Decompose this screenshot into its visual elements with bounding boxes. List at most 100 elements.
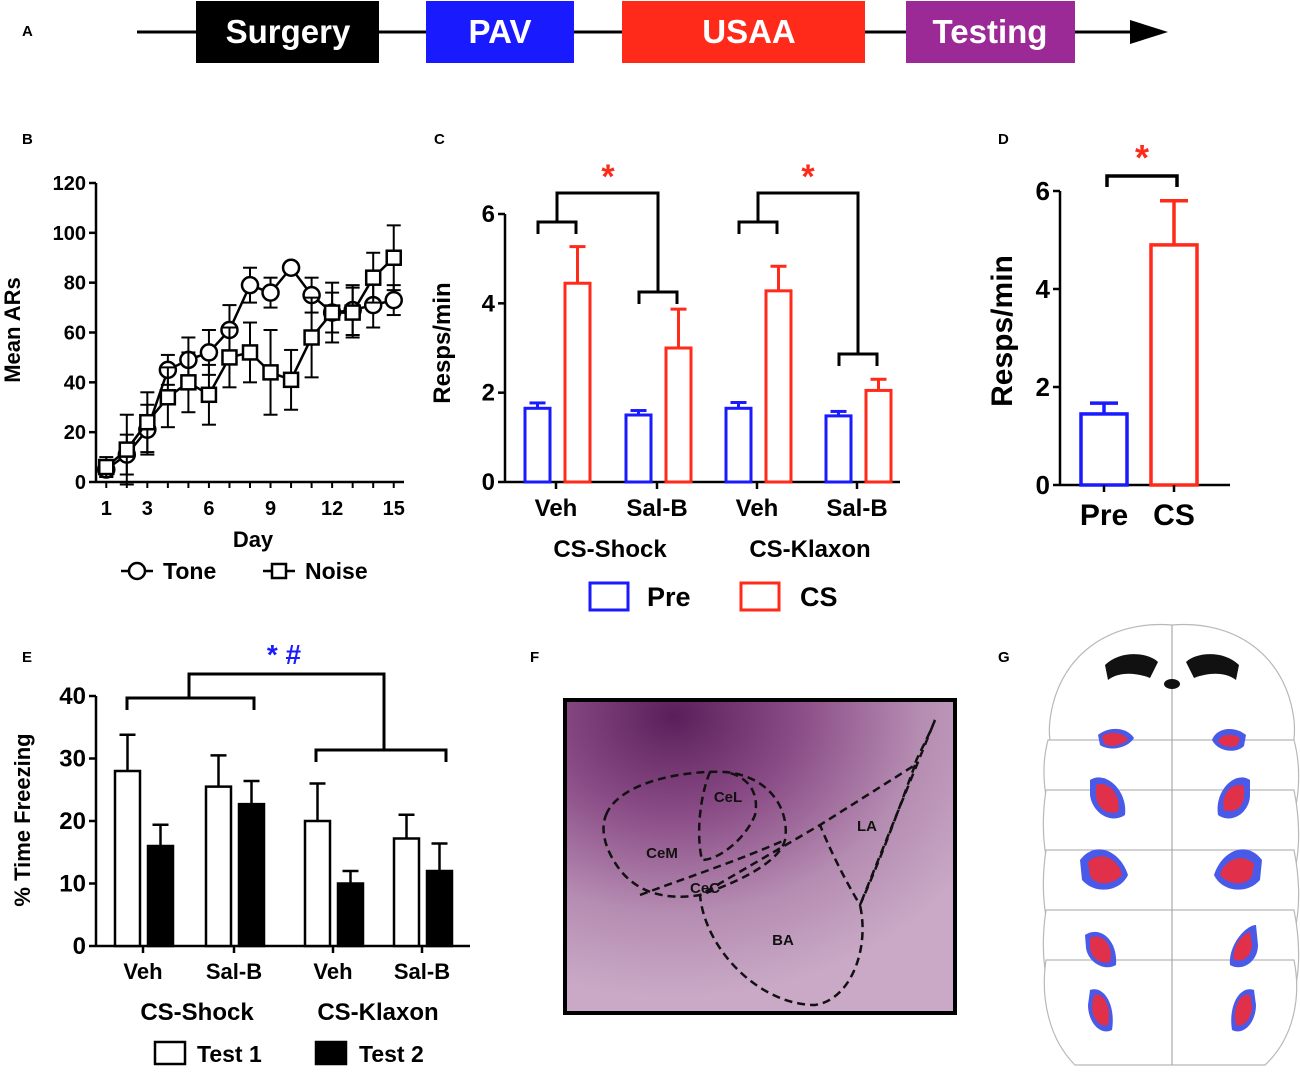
legend-tone-label: Tone <box>163 558 216 584</box>
chart-b-point-tone <box>281 258 301 277</box>
legend-test1-swatch <box>153 1040 187 1066</box>
chart-e-ylabel: % Time Freezing <box>10 733 35 906</box>
chart-b-xtick-label: 6 <box>203 498 214 520</box>
lesion-right-5-red <box>1234 994 1252 1026</box>
chart-b-xtick-label: 15 <box>383 498 405 520</box>
chart-e-legend: Test 1 Test 2 <box>153 1040 424 1067</box>
atlas-aqueduct <box>1164 679 1180 689</box>
chart-d: Resps/min 0 2 4 6 Pre CS * <box>986 137 1230 532</box>
chart-b-legend: Tone Noise <box>121 558 368 584</box>
chart-d-xtick-label: CS <box>1153 499 1195 532</box>
chart-c-ytick-label: 2 <box>482 380 495 407</box>
panel-label-g: G <box>998 649 1010 666</box>
legend-test2-label: Test 2 <box>359 1041 424 1067</box>
chart-b-ytick-label: 0 <box>75 472 86 494</box>
outline-cem <box>602 770 787 898</box>
atlas-sections <box>1042 623 1300 1066</box>
chart-d-ytick-label: 0 <box>1036 470 1050 500</box>
chart-b-point-noise <box>364 269 382 286</box>
chart-c-ytick-label: 4 <box>482 290 496 317</box>
chart-e-group-cs-shock: CS-Shock <box>140 999 254 1026</box>
chart-e-bar-test-1 <box>113 769 142 948</box>
chart-b-point-noise <box>241 344 259 361</box>
histology-outlines <box>602 719 937 1007</box>
atlas-section-6 <box>1043 959 1298 1066</box>
outline-cec <box>639 838 786 897</box>
chart-b-point-noise <box>159 389 177 406</box>
timeline-stage-surgery <box>196 1 379 63</box>
chart-c-bracket-outer <box>555 191 660 292</box>
chart-e-significance: * # <box>267 639 302 670</box>
chart-e-bar-test-2 <box>336 882 365 948</box>
chart-c-bar-pre <box>724 406 753 484</box>
chart-e-bracket-outer <box>187 672 386 750</box>
chart-c-ytick-label: 0 <box>482 469 495 496</box>
outline-cel <box>697 770 758 862</box>
chart-b-point-noise <box>385 249 402 266</box>
chart-b-xtick-label: 3 <box>142 498 153 520</box>
timeline-stage-testing <box>906 1 1075 63</box>
chart-b-ytick-label: 80 <box>64 273 86 295</box>
chart-b-ylabel: Mean ARs <box>0 277 25 383</box>
chart-b-point-tone <box>384 290 403 310</box>
chart-e-xtick-label: Veh <box>123 959 162 984</box>
timeline: Surgery PAV USAA Testing <box>137 1 1168 63</box>
chart-c-bracket-inner <box>536 220 578 234</box>
chart-d-ytick-label: 2 <box>1036 372 1050 402</box>
chart-c-bar-cs <box>664 346 693 484</box>
chart-b-point-noise <box>282 371 300 389</box>
chart-e-group-cs-klaxon: CS-Klaxon <box>317 999 438 1026</box>
chart-e-bar-test-2 <box>425 869 454 948</box>
histology-label-cem: CeM <box>646 845 678 862</box>
chart-c-xtick-label: Veh <box>736 495 779 522</box>
chart-b-point-noise <box>303 329 320 346</box>
chart-c-xtick-label: Veh <box>535 495 578 522</box>
chart-e-bracket-inner <box>125 696 256 710</box>
chart-b-point-tone <box>199 343 219 362</box>
timeline-arrowhead <box>1130 20 1168 44</box>
chart-c-bracket-inner <box>737 220 779 234</box>
chart-b-xtick-label: 9 <box>265 498 276 520</box>
chart-e-xtick-label: Veh <box>313 959 352 984</box>
chart-c-legend: Pre CS <box>588 581 838 612</box>
chart-b-ytick-label: 20 <box>64 422 86 444</box>
chart-d-ylabel: Resps/min <box>986 255 1019 407</box>
chart-c-ylabel: Resps/min <box>429 282 456 403</box>
chart-b-xlabel: Day <box>233 527 274 552</box>
timeline-stage-usaa <box>622 1 865 63</box>
lesion-left-3-red <box>1088 856 1122 884</box>
outline-la <box>818 764 917 908</box>
lesion-left-2-red <box>1096 784 1119 813</box>
legend-noise-marker <box>270 562 288 580</box>
atlas-lesions <box>1080 728 1262 1032</box>
timeline-stage-usaa-label: USAA <box>702 13 796 50</box>
chart-c-ytick-label: 6 <box>482 201 495 228</box>
lesion-right-2-red <box>1223 784 1244 812</box>
chart-c-bracket-inner <box>637 290 679 304</box>
chart-d-ytick-label: 6 <box>1036 176 1050 206</box>
legend-test2-swatch <box>314 1040 348 1066</box>
panel-label-f: F <box>530 649 539 666</box>
chart-c-group-cs-klaxon: CS-Klaxon <box>749 536 870 563</box>
atlas-ventricle-left <box>1105 654 1158 680</box>
chart-b-point-noise <box>262 364 279 381</box>
legend-noise-label: Noise <box>305 558 368 584</box>
chart-b-point-tone <box>261 283 280 302</box>
lesion-left-1-red <box>1102 732 1128 746</box>
chart-e-bar-test-2 <box>237 802 266 948</box>
lesion-left-4-red <box>1090 936 1111 963</box>
timeline-stage-surgery-label: Surgery <box>226 13 351 50</box>
legend-test1-label: Test 1 <box>197 1041 262 1067</box>
chart-b-xtick-label: 1 <box>101 498 112 520</box>
chart-e-ytick-label: 20 <box>59 808 86 835</box>
histology-image: CeL CeM CeC LA BA <box>563 698 957 1015</box>
chart-c-xtick-label: Sal-B <box>626 495 687 522</box>
chart-e-xtick-label: Sal-B <box>394 959 450 984</box>
chart-e-bar-test-1 <box>204 785 233 948</box>
lesion-right-4-red <box>1233 932 1252 961</box>
chart-c-bar-cs <box>864 388 893 484</box>
timeline-stage-pav-label: PAV <box>469 13 532 50</box>
chart-c-bar-pre <box>523 406 552 484</box>
panel-label-c: C <box>434 131 445 148</box>
chart-b-xtick-label: 12 <box>321 498 343 520</box>
